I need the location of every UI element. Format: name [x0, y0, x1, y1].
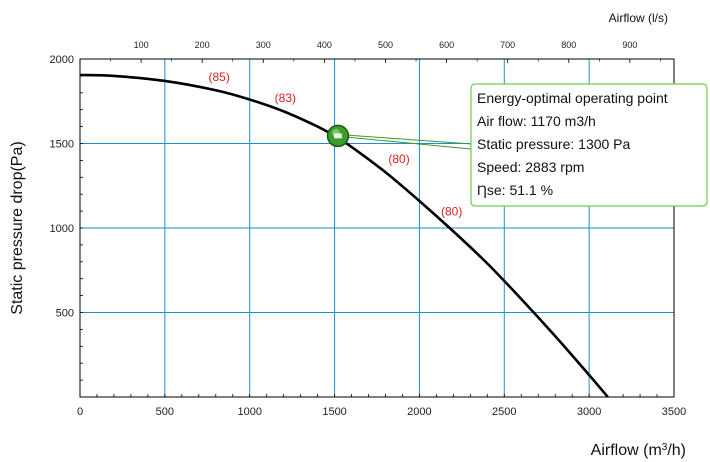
y-axis-title: Static pressure drop(Pa) [9, 141, 26, 314]
info-line: Speed: 2883 rpm [477, 159, 584, 175]
leader-line [343, 136, 472, 150]
leader-line [343, 134, 472, 145]
x-tick-label: 2500 [492, 406, 516, 418]
x2-tick-label: 900 [622, 40, 637, 50]
x-tick-label: 1500 [322, 406, 346, 418]
info-line: Energy-optimal operating point [477, 90, 668, 106]
marker-glyph [333, 133, 342, 139]
performance-label: (83) [275, 91, 296, 105]
x-tick-label: 1000 [237, 406, 261, 418]
info-line: Static pressure: 1300 Pa [477, 136, 631, 152]
info-line: Ƞse: 51.1 % [477, 182, 553, 198]
performance-label: (85) [208, 70, 229, 84]
x-tick-label: 3000 [577, 406, 601, 418]
x2-axis-title: Airflow (l/s) [609, 11, 668, 25]
y-tick-label: 1500 [50, 139, 74, 151]
x-tick-label: 3500 [662, 406, 686, 418]
x2-tick-label: 400 [317, 40, 332, 50]
x2-tick-label: 700 [500, 40, 515, 50]
fan-curve-line [79, 73, 609, 398]
x2-tick-label: 500 [378, 40, 393, 50]
x2-tick-label: 200 [195, 40, 210, 50]
x-tick-label: 500 [156, 406, 174, 418]
x2-tick-label: 100 [134, 40, 149, 50]
curve-layer [79, 73, 609, 398]
x2-tick-label: 800 [561, 40, 576, 50]
performance-label: (80) [441, 204, 462, 218]
performance-label: (80) [388, 152, 409, 166]
x2-tick-label: 300 [256, 40, 271, 50]
operating-point-layer: Energy-optimal operating point Air flow: … [326, 83, 708, 207]
axis-ticks: 0 500 1000 1500 2000 2500 3000 3500 500 1000 1500 2… [50, 40, 687, 418]
y-tick-label: 500 [56, 308, 74, 320]
plot-area [79, 58, 675, 398]
x-tick-label: 2000 [407, 406, 431, 418]
x-axis-title: Airflow (m3/h) [591, 442, 686, 460]
operating-point-info-box [470, 83, 708, 207]
x2-tick-label: 600 [439, 40, 454, 50]
y-tick-label: 1000 [50, 223, 74, 235]
info-line: Air flow: 1170 m3/h [477, 113, 596, 129]
performance-labels: (85) (83) (80) (80) [208, 70, 462, 218]
y-tick-label: 2000 [50, 54, 74, 66]
x-tick-label: 0 [77, 406, 83, 418]
